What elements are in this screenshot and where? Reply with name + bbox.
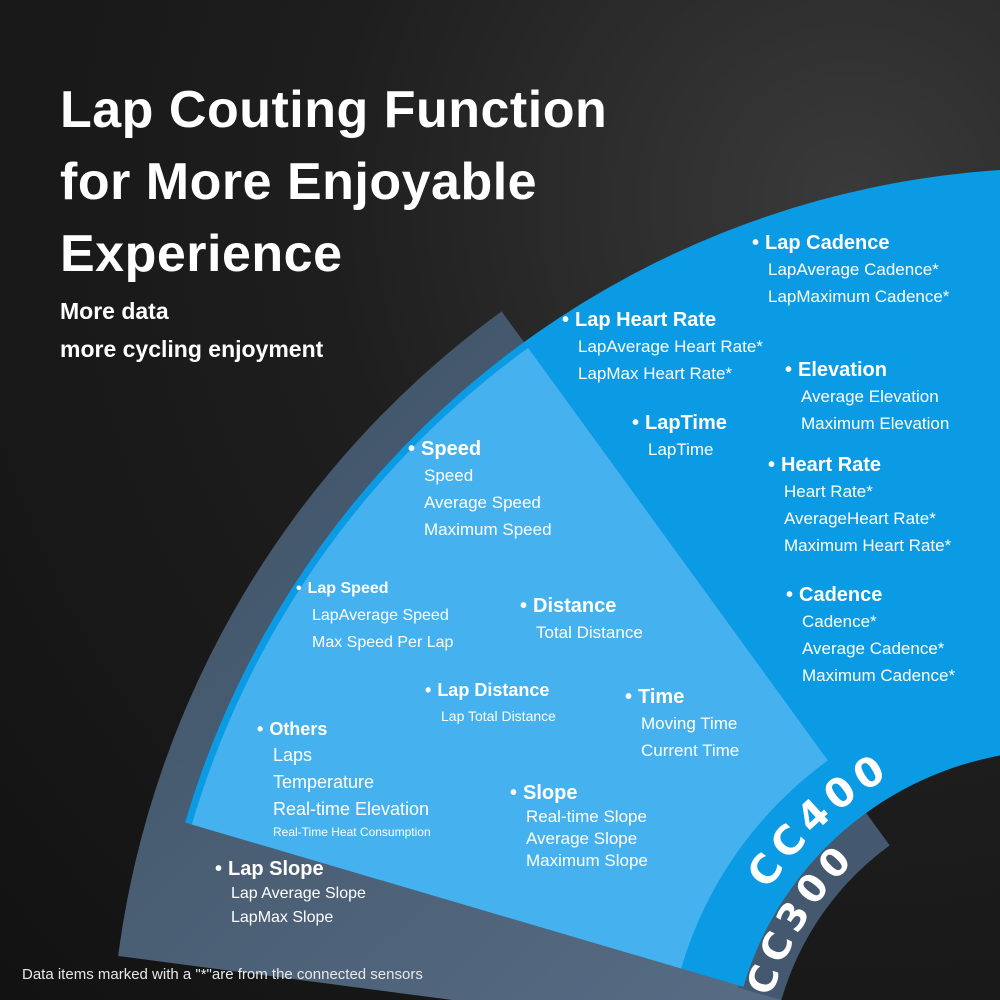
cc300-label-band: [737, 808, 890, 1000]
group-item: Average Cadence*: [802, 639, 945, 658]
title-line: Experience: [60, 225, 343, 283]
subtitle-line: more cycling enjoyment: [60, 336, 324, 362]
data-group-lap-distance: Lap Distance Lap Total Distance: [425, 677, 556, 730]
data-group-cadence: Cadence Cadence* Average Cadence* Maximum C…: [786, 582, 955, 689]
group-item: Average Speed: [424, 493, 541, 512]
group-item: Maximum Slope: [526, 851, 648, 870]
group-item: Laps: [273, 745, 313, 765]
footnote: Data items marked with a "*"are from the…: [22, 966, 423, 983]
group-item: LapAverage Heart Rate*: [578, 337, 763, 356]
group-item: Average Slope: [526, 829, 638, 848]
group-item: Lap Average Slope: [231, 885, 366, 902]
group-item: LapAverage Cadence*: [768, 260, 939, 279]
group-item: Maximum Cadence*: [802, 666, 956, 685]
group-heading: Lap Slope: [215, 856, 366, 882]
group-heading: Cadence: [786, 582, 955, 608]
data-group-elevation: Elevation Average Elevation Maximum Elevat…: [785, 357, 949, 437]
title-line: for More Enjoyable: [60, 153, 538, 211]
group-item: LapTime: [648, 440, 714, 459]
page-title: Lap Couting Function for More Enjoyable …: [60, 74, 607, 290]
group-heading: Lap Cadence: [752, 230, 949, 256]
group-item: Real-time Elevation: [273, 799, 430, 819]
group-item: Real-time Slope: [526, 807, 647, 826]
group-item: LapMaximum Cadence*: [768, 287, 950, 306]
group-heading: Lap Distance: [425, 677, 556, 703]
group-heading: Time: [625, 684, 739, 710]
group-item: Heart Rate*: [784, 482, 873, 501]
group-heading: Lap Speed: [296, 576, 453, 602]
title-line: Lap Couting Function: [60, 81, 608, 139]
group-heading: Speed: [408, 436, 552, 462]
group-item: Real-Time Heat Consumption: [273, 825, 431, 839]
group-item: Current Time: [641, 741, 740, 760]
data-group-distance: Distance Total Distance: [520, 593, 643, 646]
group-item: Moving Time: [641, 714, 738, 733]
group-item: Maximum Speed: [424, 520, 552, 539]
data-group-laptime: LapTime LapTime: [632, 410, 727, 463]
data-group-others: Others Laps Temperature Real-time Elevation…: [257, 716, 431, 841]
group-item: Maximum Elevation: [801, 414, 950, 433]
group-heading: Others: [257, 716, 431, 742]
group-item: Speed: [424, 466, 474, 485]
group-item: LapAverage Speed: [312, 607, 449, 624]
cc300-inner-sector: [191, 347, 828, 969]
data-group-heart-rate: Heart Rate Heart Rate* AverageHeart Rate* M…: [768, 452, 951, 559]
subtitle: More data more cycling enjoyment: [60, 292, 323, 368]
data-group-speed: Speed Speed Average Speed Maximum Speed: [408, 436, 552, 543]
group-item: Average Elevation: [801, 387, 939, 406]
data-group-lap-cadence: Lap Cadence LapAverage Cadence* LapMaximum…: [752, 230, 949, 310]
data-group-time: Time Moving Time Current Time: [625, 684, 739, 764]
group-item: LapMax Heart Rate*: [578, 364, 733, 383]
group-heading: Distance: [520, 593, 643, 619]
group-heading: Heart Rate: [768, 452, 951, 478]
group-item: Temperature: [273, 772, 375, 792]
data-group-lap-heart-rate: Lap Heart Rate LapAverage Heart Rate* LapM…: [562, 307, 763, 387]
group-item: Max Speed Per Lap: [312, 634, 454, 651]
group-item: Lap Total Distance: [441, 708, 556, 724]
group-heading: LapTime: [632, 410, 727, 436]
data-group-lap-speed: Lap Speed LapAverage Speed Max Speed Per L…: [296, 576, 454, 656]
group-item: Cadence*: [802, 612, 877, 631]
group-item: AverageHeart Rate*: [784, 509, 936, 528]
group-item: Maximum Heart Rate*: [784, 536, 952, 555]
group-heading: Elevation: [785, 357, 949, 383]
data-group-lap-slope: Lap Slope Lap Average Slope LapMax Slope: [215, 856, 366, 930]
group-item: LapMax Slope: [231, 909, 334, 926]
group-heading: Slope: [510, 780, 648, 806]
group-item: Total Distance: [536, 623, 643, 642]
subtitle-line: More data: [60, 298, 169, 324]
group-heading: Lap Heart Rate: [562, 307, 763, 333]
